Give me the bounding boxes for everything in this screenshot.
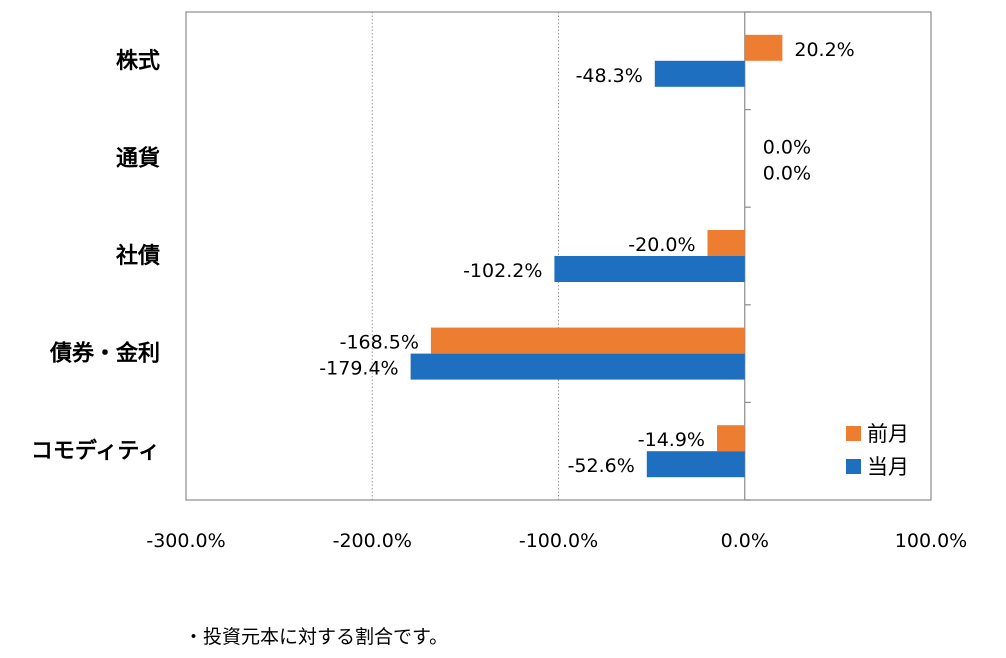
bar-1-0 — [654, 60, 745, 87]
footnote: ・投資元本に対する割合です。 — [184, 626, 449, 648]
plot-area — [185, 11, 932, 501]
value-label-0-1: 0.0% — [763, 136, 811, 158]
bar-1-2 — [554, 256, 745, 282]
category-label-2: 社債 — [116, 243, 160, 269]
bar-0-2 — [707, 230, 745, 256]
value-label-0-2: -20.0% — [628, 234, 695, 256]
x-tick-label-2: -100.0% — [519, 530, 598, 552]
category-label-3: 債券・金利 — [49, 341, 160, 367]
bar-0-3 — [430, 327, 745, 354]
value-label-1-1: 0.0% — [763, 162, 811, 184]
category-label-4: コモディティ — [31, 438, 160, 464]
legend-swatch-0 — [846, 426, 861, 441]
x-tick-label-0: -300.0% — [146, 530, 225, 552]
bars — [410, 34, 783, 478]
value-label-0-0: 20.2% — [794, 39, 854, 61]
value-label-0-3: -168.5% — [340, 332, 419, 354]
x-tick-label-3: 0.0% — [721, 530, 769, 552]
legend-swatch-1 — [846, 459, 861, 474]
category-label-1: 通貨 — [116, 145, 160, 171]
chart: 20.2% -48.3% 0.0% 0.0% -20.0% -102.2% -168.5% -… — [31, 11, 967, 552]
category-label-0: 株式 — [116, 49, 160, 74]
value-label-0-4: -14.9% — [638, 429, 705, 451]
x-tick-labels: -300.0% -200.0% -100.0% 0.0% 100.0% — [146, 530, 967, 552]
value-label-1-2: -102.2% — [463, 260, 542, 282]
value-label-1-4: -52.6% — [568, 455, 635, 477]
x-tick-label-1: -200.0% — [333, 530, 412, 552]
bar-1-3 — [410, 353, 745, 380]
legend-label-1: 当月 — [867, 455, 909, 479]
value-labels: 20.2% -48.3% 0.0% 0.0% -20.0% -102.2% -168.5% -… — [319, 39, 854, 477]
legend-label-0: 前月 — [867, 422, 909, 446]
x-tick-label-4: 100.0% — [895, 530, 967, 552]
bar-0-0 — [744, 34, 783, 61]
value-label-1-0: -48.3% — [576, 65, 643, 87]
value-label-1-3: -179.4% — [319, 358, 398, 380]
bar-0-4 — [716, 425, 745, 452]
bar-1-4 — [646, 451, 745, 478]
